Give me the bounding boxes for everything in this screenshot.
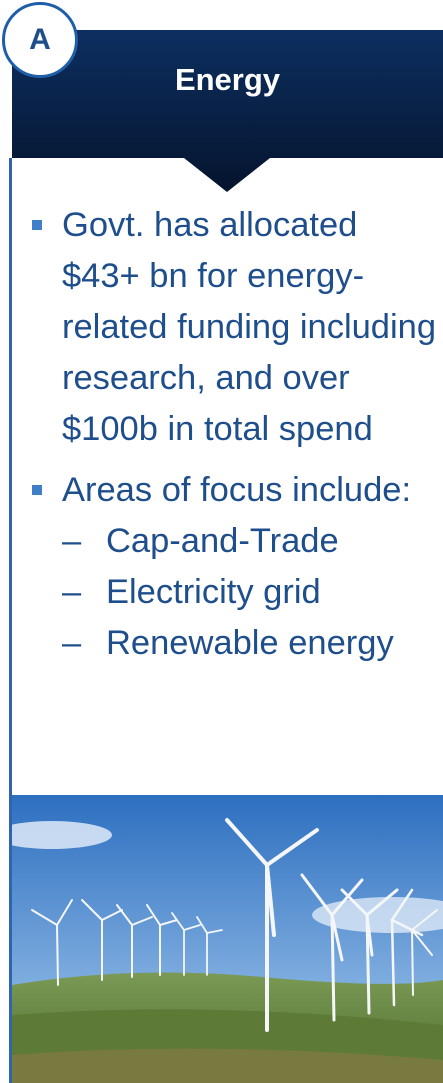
section-title: Energy xyxy=(12,62,443,98)
bullet: Areas of focus include: Cap-and-Trade El… xyxy=(30,465,440,669)
bullet-text: Areas of focus include: xyxy=(62,471,411,509)
sub-bullet: Electricity grid xyxy=(62,567,440,618)
wind-turbine-photo xyxy=(12,795,443,1083)
page: A Energy Govt. has allocated $43+ bn for… xyxy=(0,0,443,1083)
sub-bullet: Cap-and-Trade xyxy=(62,516,440,567)
bullet-list: Govt. has allocated $43+ bn for energy-r… xyxy=(30,200,440,679)
header-banner xyxy=(12,30,443,192)
bullet: Govt. has allocated $43+ bn for energy-r… xyxy=(30,200,440,455)
sub-bullet: Renewable energy xyxy=(62,618,440,669)
